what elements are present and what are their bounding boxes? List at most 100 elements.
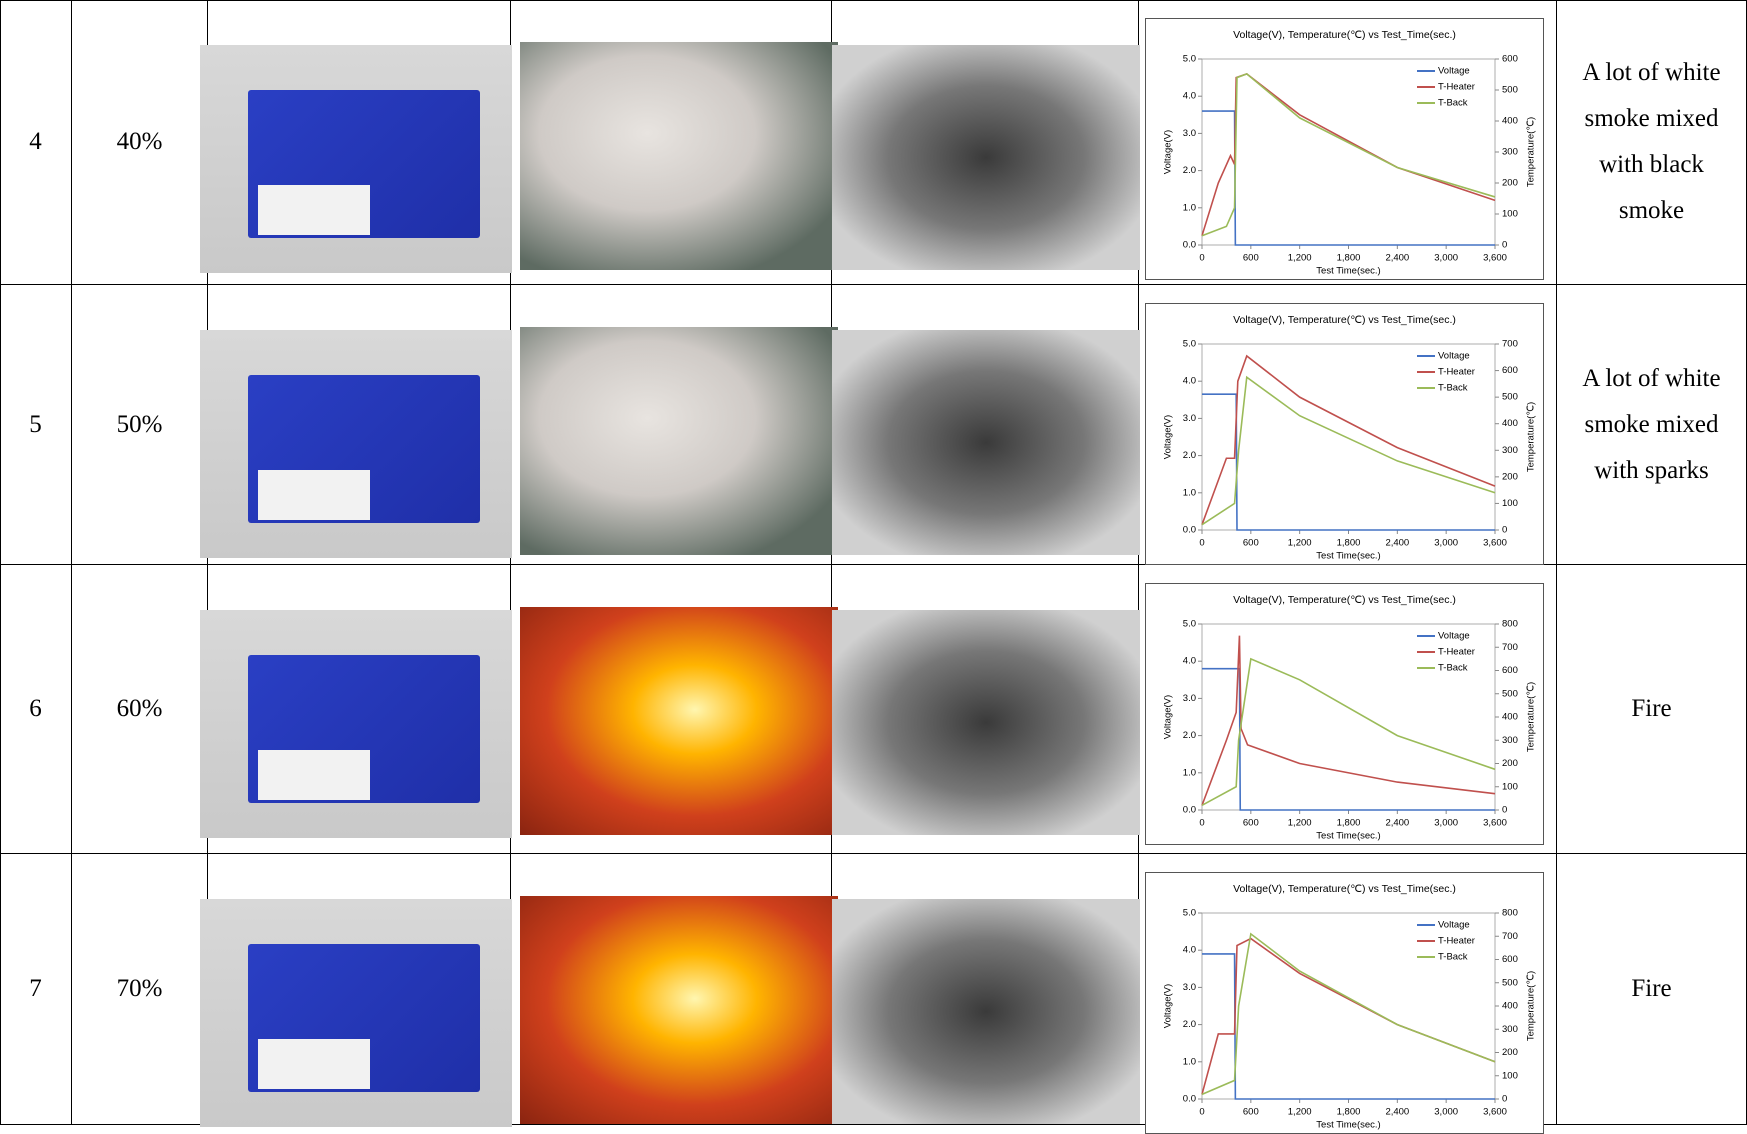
y2-tick-label: 300: [1502, 147, 1518, 158]
x-tick-label: 1,200: [1288, 538, 1312, 549]
y2-tick-label: 100: [1502, 209, 1518, 220]
photo-after: [832, 45, 1140, 270]
y2-tick-label: 500: [1502, 85, 1518, 96]
battery-label: [258, 1039, 370, 1089]
y-tick-label: 5.0: [1183, 339, 1196, 350]
description: A lot of white smoke mixed with sparks: [1571, 356, 1732, 494]
y-tick-label: 4.0: [1183, 945, 1196, 956]
y2-tick-label: 0: [1502, 240, 1507, 251]
photo-event: [520, 896, 838, 1124]
x-tick-label: 600: [1243, 818, 1259, 829]
y2-tick-label: 500: [1502, 977, 1518, 988]
x-tick-label: 2,400: [1385, 818, 1409, 829]
number-cell: 7: [0, 854, 72, 1125]
x-tick-label: 0: [1199, 538, 1204, 549]
y-tick-label: 2.0: [1183, 165, 1196, 176]
x-tick-label: 3,000: [1434, 1107, 1458, 1118]
series-line: [1202, 636, 1495, 806]
y-axis-label: Voltage(V): [1163, 984, 1174, 1028]
legend-label: T-Back: [1438, 383, 1468, 394]
x-tick-label: 2,400: [1385, 253, 1409, 264]
legend-label: Voltage: [1438, 631, 1470, 642]
chart: Voltage(V), Temperature(℃) vs Test_Time(…: [1145, 303, 1544, 565]
chart: Voltage(V), Temperature(℃) vs Test_Time(…: [1145, 583, 1544, 845]
series-line: [1202, 659, 1495, 805]
x-tick-label: 0: [1199, 253, 1204, 264]
row-number: 6: [29, 686, 42, 732]
y-tick-label: 3.0: [1183, 128, 1196, 139]
x-axis-label: Test Time(sec.): [1316, 831, 1380, 842]
y2-tick-label: 600: [1502, 954, 1518, 965]
y2-tick-label: 400: [1502, 1001, 1518, 1012]
y-tick-label: 3.0: [1183, 693, 1196, 704]
series-line: [1202, 954, 1495, 1099]
y2-tick-label: 800: [1502, 908, 1518, 919]
soc: 70%: [117, 966, 163, 1012]
y2-tick-label: 100: [1502, 781, 1518, 792]
x-tick-label: 3,600: [1483, 1107, 1507, 1118]
y2-tick-label: 200: [1502, 758, 1518, 769]
legend-label: T-Back: [1438, 663, 1468, 674]
soc-cell: 60%: [72, 565, 208, 854]
y2-tick-label: 600: [1502, 665, 1518, 676]
soc-cell: 70%: [72, 854, 208, 1125]
number-cell: 5: [0, 285, 72, 565]
y-tick-label: 1.0: [1183, 767, 1196, 778]
photo-event: [520, 327, 838, 555]
y2-tick-label: 700: [1502, 339, 1518, 350]
legend-label: T-Back: [1438, 952, 1468, 963]
x-tick-label: 3,000: [1434, 818, 1458, 829]
battery-label: [258, 470, 370, 520]
x-tick-label: 3,000: [1434, 253, 1458, 264]
y2-tick-label: 600: [1502, 365, 1518, 376]
y2-tick-label: 400: [1502, 418, 1518, 429]
y-tick-label: 4.0: [1183, 656, 1196, 667]
x-tick-label: 600: [1243, 253, 1259, 264]
soc: 60%: [117, 686, 163, 732]
y-tick-label: 1.0: [1183, 202, 1196, 213]
y2-tick-label: 200: [1502, 471, 1518, 482]
y2-tick-label: 600: [1502, 54, 1518, 65]
x-tick-label: 1,800: [1337, 253, 1361, 264]
number-cell: 4: [0, 0, 72, 285]
legend-label: T-Heater: [1438, 367, 1475, 378]
y-tick-label: 0.0: [1183, 240, 1196, 251]
y2-tick-label: 200: [1502, 178, 1518, 189]
chart-title: Voltage(V), Temperature(℃) vs Test_Time(…: [1233, 594, 1456, 606]
y2-tick-label: 300: [1502, 735, 1518, 746]
soc: 40%: [117, 119, 163, 165]
y-tick-label: 4.0: [1183, 376, 1196, 387]
description-cell: Fire: [1557, 565, 1747, 854]
y-axis-label: Voltage(V): [1163, 695, 1174, 739]
x-tick-label: 2,400: [1385, 1107, 1409, 1118]
legend-label: T-Back: [1438, 98, 1468, 109]
y2-axis-label: Temperature(℃): [1526, 117, 1537, 187]
y2-tick-label: 0: [1502, 1094, 1507, 1105]
y2-tick-label: 400: [1502, 116, 1518, 127]
row-number: 4: [29, 119, 42, 165]
y-tick-label: 5.0: [1183, 908, 1196, 919]
y2-tick-label: 0: [1502, 525, 1507, 536]
x-tick-label: 1,800: [1337, 818, 1361, 829]
chart-title: Voltage(V), Temperature(℃) vs Test_Time(…: [1233, 29, 1456, 41]
x-tick-label: 3,600: [1483, 818, 1507, 829]
y2-tick-label: 100: [1502, 498, 1518, 509]
x-tick-label: 600: [1243, 538, 1259, 549]
y2-axis-label: Temperature(℃): [1526, 682, 1537, 752]
x-tick-label: 0: [1199, 1107, 1204, 1118]
y-tick-label: 5.0: [1183, 619, 1196, 630]
series-line: [1202, 394, 1495, 530]
y-tick-label: 3.0: [1183, 982, 1196, 993]
legend-label: Voltage: [1438, 351, 1470, 362]
x-axis-label: Test Time(sec.): [1316, 1120, 1380, 1131]
y2-tick-label: 700: [1502, 642, 1518, 653]
y-tick-label: 0.0: [1183, 805, 1196, 816]
y-tick-label: 1.0: [1183, 487, 1196, 498]
x-tick-label: 3,600: [1483, 253, 1507, 264]
y-tick-label: 2.0: [1183, 1019, 1196, 1030]
y2-tick-label: 700: [1502, 931, 1518, 942]
y2-tick-label: 500: [1502, 392, 1518, 403]
y2-tick-label: 300: [1502, 1024, 1518, 1035]
description: A lot of white smoke mixed with black sm…: [1571, 50, 1732, 234]
x-axis-label: Test Time(sec.): [1316, 266, 1380, 277]
